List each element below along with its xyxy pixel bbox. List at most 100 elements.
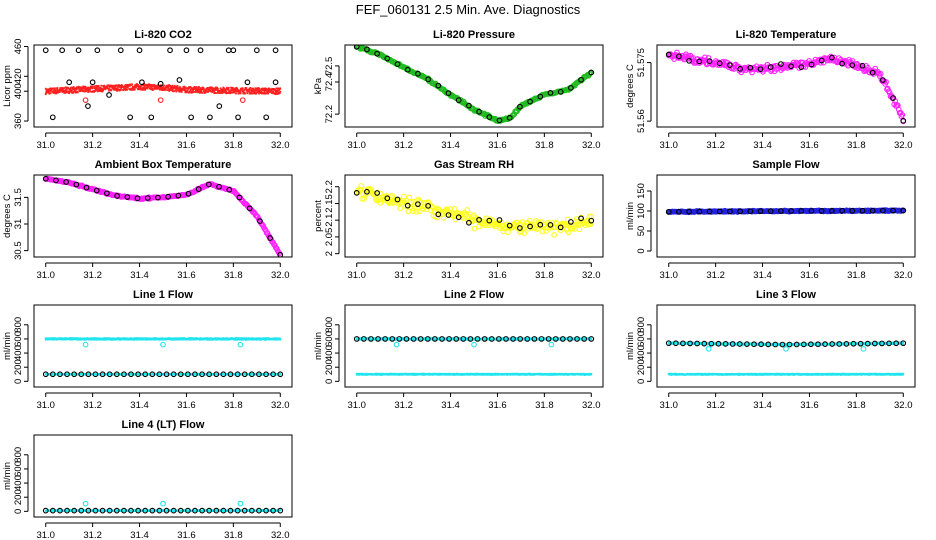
data-point	[163, 89, 166, 91]
data-point	[48, 92, 51, 95]
series-2-5-min-average	[353, 45, 595, 124]
data-point	[214, 88, 217, 91]
data-point	[877, 70, 884, 77]
y-tick-label: 360	[13, 113, 24, 129]
data-point	[568, 219, 574, 225]
data-point	[191, 337, 194, 340]
data-point	[174, 85, 176, 88]
data-point	[116, 89, 119, 92]
data-point	[167, 47, 173, 54]
y-tick-label: 600	[13, 331, 24, 347]
data-point	[50, 89, 53, 92]
y-tick-label: 100	[636, 203, 647, 219]
data-point	[476, 108, 482, 115]
data-point	[829, 54, 835, 61]
series-box-temperature-1-min-	[42, 175, 284, 257]
panel-title: Line 1 Flow	[133, 289, 193, 301]
data-point	[96, 89, 99, 92]
data-point	[195, 86, 198, 88]
data-point	[108, 88, 111, 91]
data-point	[241, 371, 248, 378]
data-point	[165, 84, 168, 87]
data-point	[76, 338, 79, 341]
data-point	[42, 175, 49, 182]
data-point	[890, 95, 896, 101]
data-point	[180, 90, 183, 93]
data-point	[122, 89, 125, 92]
data-point	[199, 89, 202, 92]
data-point	[171, 86, 174, 89]
data-point	[107, 87, 109, 90]
data-point	[120, 87, 123, 90]
data-point	[156, 87, 159, 90]
x-tick-label: 31.2	[83, 140, 102, 151]
data-point	[85, 90, 88, 93]
data-point	[243, 92, 246, 95]
data-point	[274, 88, 277, 91]
x-tick-label: 31.6	[488, 270, 507, 281]
data-point	[104, 87, 106, 89]
data-point	[159, 87, 162, 90]
data-point	[132, 338, 135, 341]
data-point	[123, 86, 125, 88]
data-point	[737, 65, 743, 72]
data-point	[176, 77, 183, 83]
data-point	[213, 371, 220, 378]
data-point	[506, 222, 513, 229]
data-point	[95, 84, 98, 87]
data-point	[188, 86, 191, 88]
data-point	[53, 87, 56, 90]
y-axis-label: ml/min	[2, 332, 13, 360]
y-axis-label: kPa	[313, 77, 324, 94]
data-layer	[353, 183, 595, 238]
x-tick-label: 31.0	[36, 140, 55, 151]
data-point	[246, 92, 249, 95]
panel-title: Li-820 Pressure	[433, 29, 515, 41]
data-point	[198, 91, 201, 94]
y-tick-label: 2.05	[324, 228, 335, 247]
data-point	[839, 60, 845, 67]
data-point	[537, 221, 544, 228]
data-point	[234, 371, 241, 378]
data-point	[445, 90, 452, 96]
data-point	[88, 86, 91, 89]
data-point	[250, 92, 253, 95]
data-point	[798, 208, 805, 214]
data-point	[78, 90, 81, 93]
data-point	[353, 190, 360, 196]
data-point	[849, 62, 856, 69]
data-point	[578, 215, 584, 222]
data-point	[87, 86, 90, 89]
x-axis: 31.0 31.2 31.4 31.6 31.8 32.0	[659, 262, 913, 281]
x-tick-label: 31.6	[488, 140, 507, 151]
x-tick-label: 31.8	[535, 140, 554, 151]
data-point	[496, 217, 503, 223]
data-point	[243, 88, 246, 91]
data-point	[56, 87, 59, 90]
data-point	[533, 217, 539, 224]
data-point	[271, 90, 274, 93]
x-tick-label: 31.8	[224, 400, 243, 411]
data-point	[702, 54, 708, 61]
y-tick-label: 420	[13, 68, 24, 84]
data-point	[231, 86, 234, 89]
data-point	[266, 89, 269, 92]
data-point	[216, 103, 223, 109]
data-point	[696, 208, 703, 215]
x-tick-label: 31.2	[394, 140, 413, 151]
data-point	[54, 92, 57, 95]
data-point	[142, 338, 145, 341]
data-point	[228, 91, 231, 94]
data-point	[227, 89, 230, 91]
data-point	[455, 97, 462, 103]
data-point	[727, 62, 733, 68]
data-point	[220, 371, 227, 378]
data-point	[226, 91, 229, 94]
x-tick-label: 31.2	[83, 400, 102, 411]
data-point	[204, 89, 207, 91]
data-point	[225, 91, 227, 93]
data-point	[95, 338, 98, 341]
